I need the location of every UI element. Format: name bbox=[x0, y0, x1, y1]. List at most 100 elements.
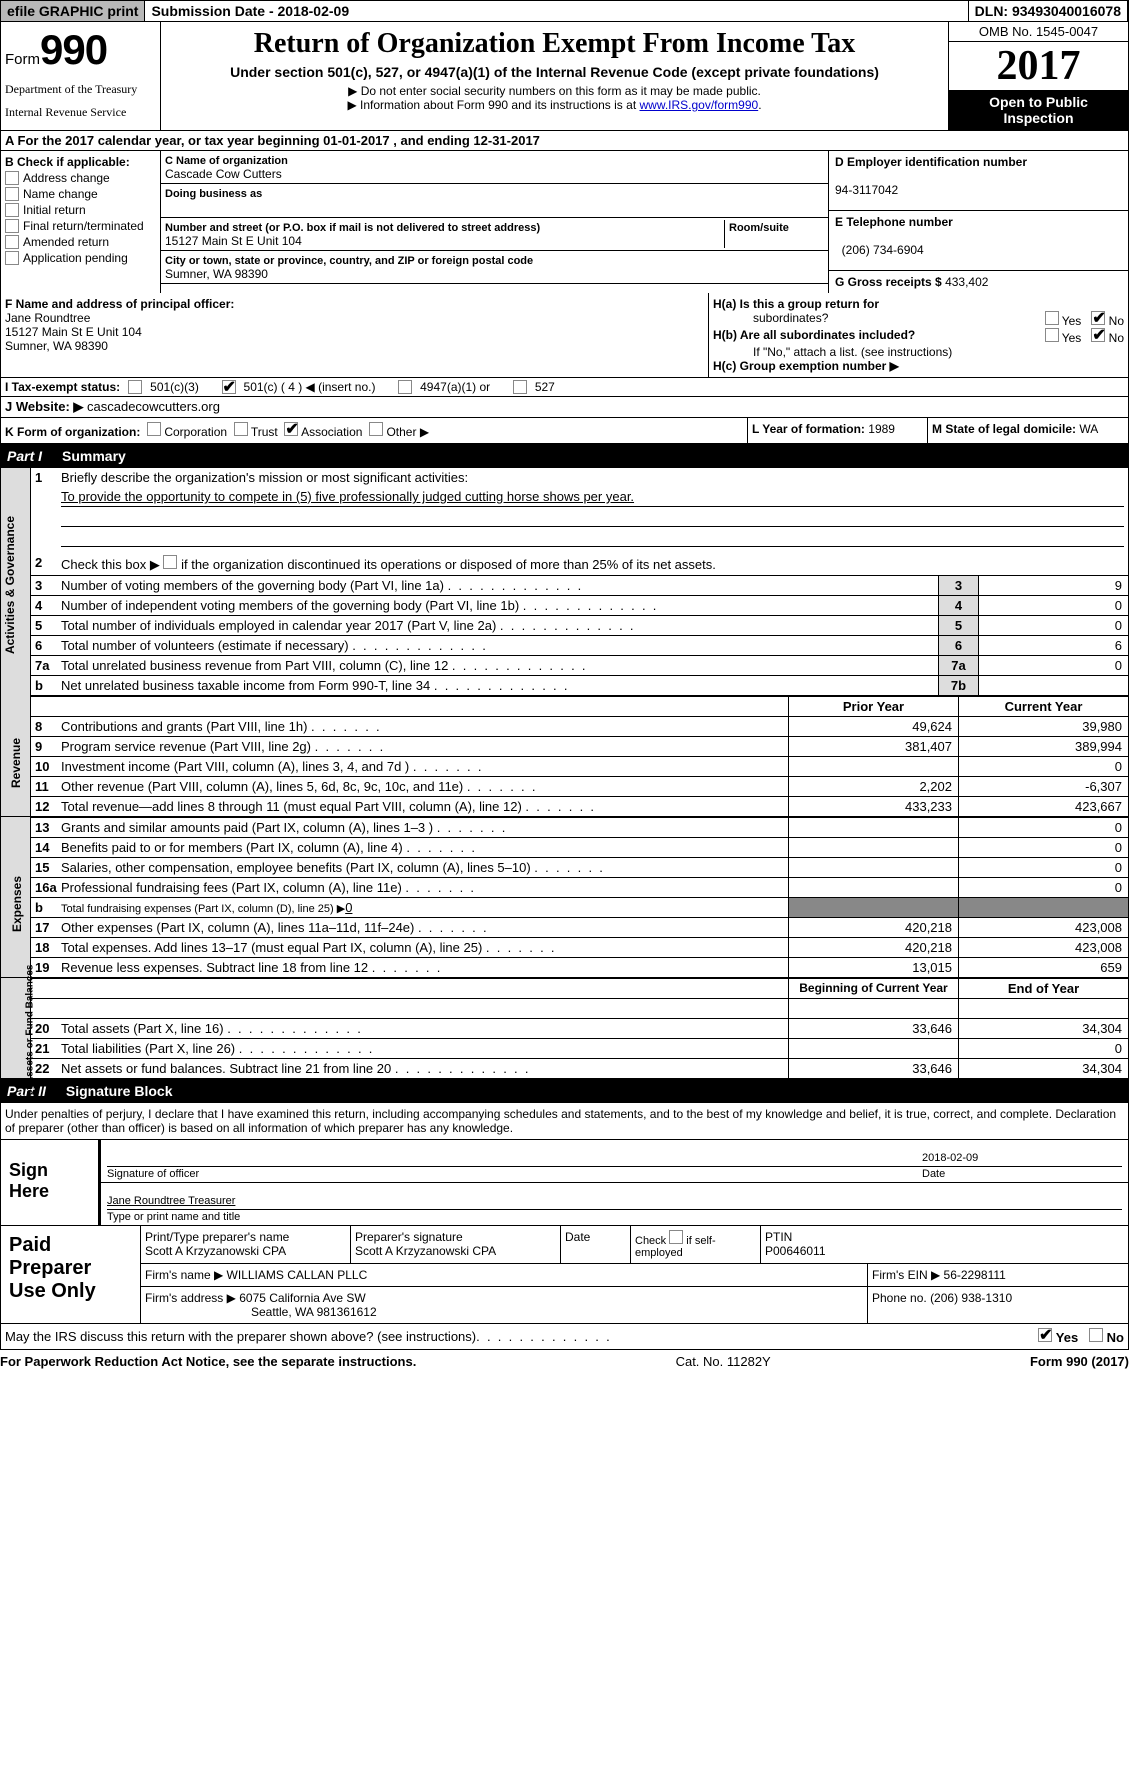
chk-selfemp[interactable] bbox=[669, 1230, 683, 1244]
firm-phone-label: Phone no. bbox=[872, 1291, 927, 1305]
part2-header: Part II Signature Block bbox=[0, 1079, 1129, 1103]
chk-initial-label: Initial return bbox=[23, 203, 86, 217]
prep-date-label: Date bbox=[565, 1230, 590, 1244]
k-label: K Form of organization: bbox=[5, 425, 140, 439]
chk-name[interactable] bbox=[5, 187, 19, 201]
col-prior: Prior Year bbox=[788, 697, 958, 716]
sig-officer-label: Signature of officer bbox=[107, 1168, 922, 1180]
section-d: D Employer identification number 94-31170… bbox=[828, 151, 1128, 293]
chk-final[interactable] bbox=[5, 219, 19, 233]
note-info: ▶ Information about Form 990 and its ins… bbox=[167, 98, 942, 112]
rev-line-8: 8Contributions and grants (Part VIII, li… bbox=[31, 716, 1128, 736]
exp-line-15: 15Salaries, other compensation, employee… bbox=[31, 857, 1128, 877]
col-begin: Beginning of Current Year bbox=[788, 979, 958, 998]
omb-number: OMB No. 1545-0047 bbox=[949, 22, 1128, 42]
chk-assoc[interactable] bbox=[284, 422, 298, 436]
prep-name: Scott A Krzyzanowski CPA bbox=[145, 1244, 286, 1258]
yes-label: Yes bbox=[1062, 314, 1082, 328]
chk-501c3[interactable] bbox=[128, 380, 142, 394]
header-left: Form990 Department of the Treasury Inter… bbox=[1, 22, 161, 130]
ha-yes[interactable] bbox=[1045, 311, 1059, 325]
hb-label: H(b) Are all subordinates included? bbox=[713, 328, 915, 345]
footer-mid: Cat. No. 11282Y bbox=[676, 1354, 771, 1369]
gov-line-7a: 7aTotal unrelated business revenue from … bbox=[31, 655, 1128, 675]
sidebar-net: Net Assets or Fund Balances bbox=[1, 978, 31, 1078]
yes-label2: Yes bbox=[1062, 331, 1082, 345]
ein-value: 94-3117042 bbox=[835, 183, 898, 197]
sidebar-gov: Activities & Governance bbox=[1, 468, 31, 700]
opt-527: 527 bbox=[535, 380, 555, 394]
section-l: L Year of formation: 1989 bbox=[748, 418, 928, 443]
chk-discontinued[interactable] bbox=[163, 555, 177, 569]
form-number: 990 bbox=[40, 26, 107, 73]
dept-irs: Internal Revenue Service bbox=[5, 105, 156, 120]
section-a: A For the 2017 calendar year, or tax yea… bbox=[0, 131, 1129, 151]
line16b-num: b bbox=[35, 900, 43, 915]
topbar: efile GRAPHIC print Submission Date - 20… bbox=[0, 0, 1129, 22]
gov-line-3: 3Number of voting members of the governi… bbox=[31, 575, 1128, 595]
chk-final-label: Final return/terminated bbox=[23, 219, 144, 233]
chk-501c[interactable] bbox=[222, 380, 236, 394]
rev-line-11: 11Other revenue (Part VIII, column (A), … bbox=[31, 776, 1128, 796]
opt-501c: 501(c) ( 4 ) ◀ (insert no.) bbox=[244, 380, 376, 394]
firm-name: WILLIAMS CALLAN PLLC bbox=[227, 1268, 368, 1282]
dln-label: DLN: bbox=[975, 3, 1008, 19]
chk-527[interactable] bbox=[513, 380, 527, 394]
hb-no[interactable] bbox=[1091, 328, 1105, 342]
firm-addr-label: Firm's address ▶ bbox=[145, 1291, 236, 1305]
ein-label: D Employer identification number bbox=[835, 155, 1027, 169]
footer-left: For Paperwork Reduction Act Notice, see … bbox=[0, 1354, 416, 1369]
part1-expenses: Expenses 13Grants and similar amounts pa… bbox=[0, 817, 1129, 978]
exp-line-14: 14Benefits paid to or for members (Part … bbox=[31, 837, 1128, 857]
chk-trust[interactable] bbox=[234, 422, 248, 436]
chk-address[interactable] bbox=[5, 171, 19, 185]
website-row: J Website: ▶ cascadecowcutters.org bbox=[0, 397, 1129, 418]
discuss-row: May the IRS discuss this return with the… bbox=[0, 1324, 1129, 1350]
street-value: 15127 Main St E Unit 104 bbox=[165, 234, 302, 248]
submission-cell: Submission Date - 2018-02-09 bbox=[145, 1, 968, 21]
chk-4947[interactable] bbox=[398, 380, 412, 394]
col-end: End of Year bbox=[958, 979, 1128, 998]
officer-name: Jane Roundtree bbox=[5, 311, 90, 325]
chk-corp[interactable] bbox=[147, 422, 161, 436]
ha-no[interactable] bbox=[1091, 311, 1105, 325]
col-current: Current Year bbox=[958, 697, 1128, 716]
chk-initial[interactable] bbox=[5, 203, 19, 217]
gov-line-4: 4Number of independent voting members of… bbox=[31, 595, 1128, 615]
rev-line-10: 10Investment income (Part VIII, column (… bbox=[31, 756, 1128, 776]
l-label: L Year of formation: bbox=[752, 422, 865, 436]
dept-treasury: Department of the Treasury bbox=[5, 82, 156, 97]
discuss-yes-label: Yes bbox=[1056, 1330, 1078, 1345]
part1-body: Activities & Governance 1Briefly describ… bbox=[0, 468, 1129, 696]
section-h: H(a) Is this a group return for subordin… bbox=[708, 293, 1128, 377]
chk-address-label: Address change bbox=[23, 171, 110, 185]
firm-addr: 6075 California Ave SW bbox=[239, 1291, 366, 1305]
section-f: F Name and address of principal officer:… bbox=[1, 293, 708, 377]
part2-title: Signature Block bbox=[66, 1083, 173, 1099]
chk-amended[interactable] bbox=[5, 235, 19, 249]
efile-label: efile GRAPHIC print bbox=[1, 1, 145, 21]
opt-501c3: 501(c)(3) bbox=[150, 380, 199, 394]
chk-pending[interactable] bbox=[5, 251, 19, 265]
exp-line-17: 17Other expenses (Part IX, column (A), l… bbox=[31, 917, 1128, 937]
discuss-yes[interactable] bbox=[1038, 1328, 1052, 1342]
irs-link[interactable]: www.IRS.gov/form990 bbox=[639, 98, 758, 112]
sig-date: 2018-02-09 bbox=[922, 1152, 1122, 1164]
room-label: Room/suite bbox=[729, 222, 789, 234]
sidebar-rev-text: Revenue bbox=[9, 738, 23, 788]
net-line-21: 21Total liabilities (Part X, line 26) 0 bbox=[31, 1038, 1128, 1058]
discuss-no-label: No bbox=[1107, 1330, 1124, 1345]
hb-yes[interactable] bbox=[1045, 328, 1059, 342]
sidebar-exp-text: Expenses bbox=[10, 876, 24, 932]
sidebar-exp: Expenses bbox=[1, 817, 31, 977]
sign-here-label: SignHere bbox=[1, 1140, 101, 1225]
officer-addr2: Sumner, WA 98390 bbox=[5, 339, 108, 353]
sections-klm: K Form of organization: Corporation Trus… bbox=[0, 418, 1129, 444]
note-info-text: ▶ Information about Form 990 and its ins… bbox=[347, 98, 639, 112]
dln-cell: DLN: 93493040016078 bbox=[969, 1, 1128, 21]
discuss-no[interactable] bbox=[1089, 1328, 1103, 1342]
chk-other[interactable] bbox=[369, 422, 383, 436]
form-title: Return of Organization Exempt From Incom… bbox=[167, 28, 942, 60]
ha-label: H(a) Is this a group return for bbox=[713, 297, 879, 311]
tax-status-row: I Tax-exempt status: 501(c)(3) 501(c) ( … bbox=[0, 378, 1129, 397]
